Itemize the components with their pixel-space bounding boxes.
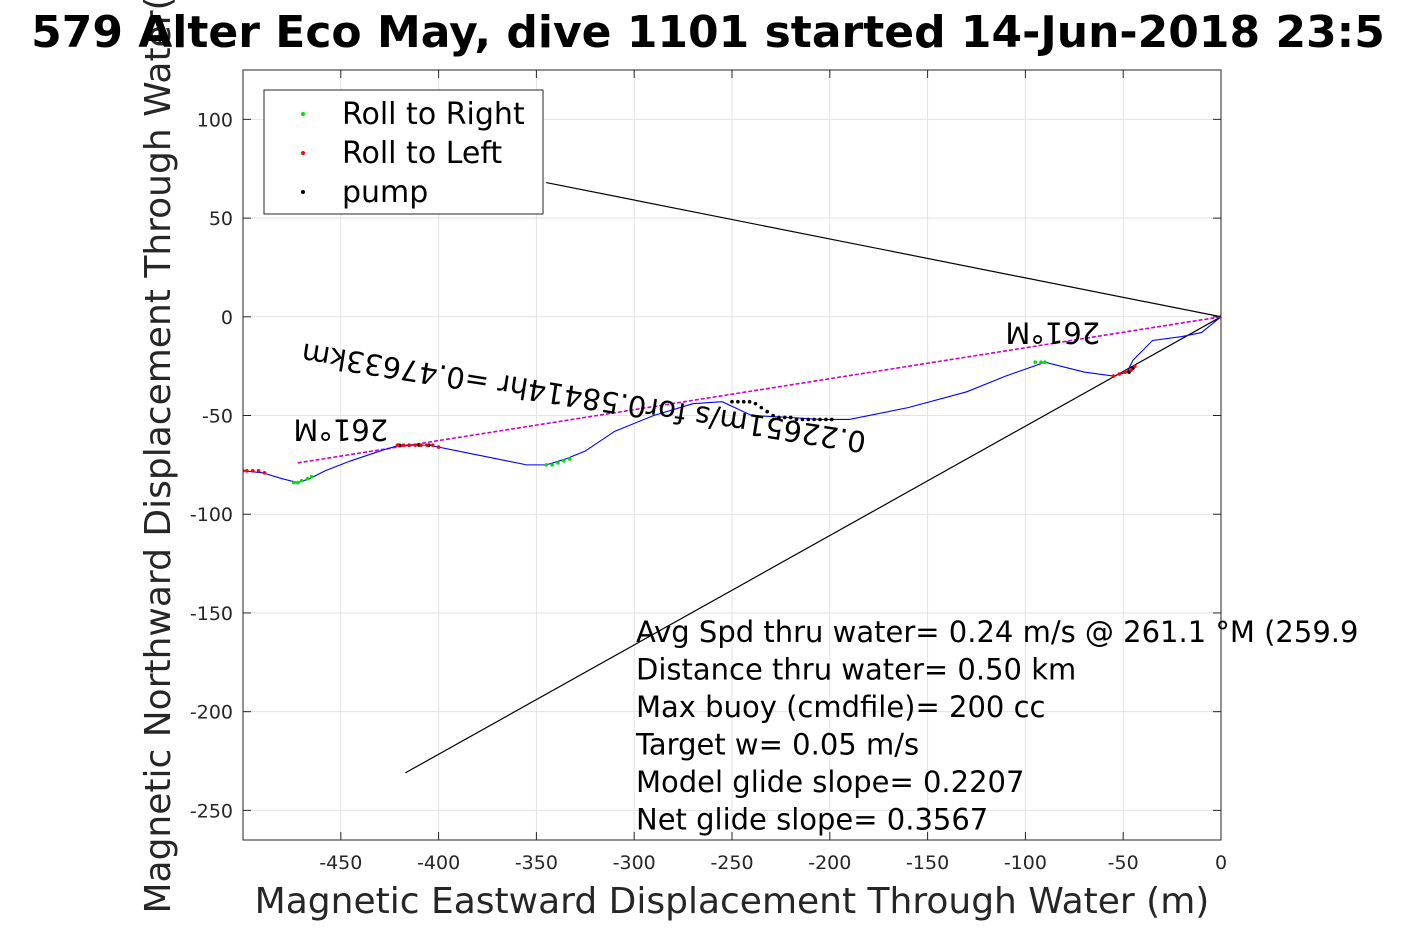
roll-right-point: [544, 463, 548, 467]
pump-point: [806, 417, 811, 422]
roll-left-point: [395, 443, 400, 447]
y-tick-label: 0: [221, 307, 233, 329]
pump-point: [818, 417, 822, 422]
bounds-lines: [405, 181, 1221, 774]
pump-point: [777, 415, 781, 420]
y-tick-label: -250: [190, 800, 233, 822]
legend-marker: [301, 112, 305, 116]
y-tick-label: -150: [190, 603, 233, 625]
legend-label: Roll to Right: [342, 97, 525, 132]
pump-point: [794, 417, 799, 422]
x-tick-label: -150: [906, 852, 949, 874]
pump-point: [771, 413, 775, 418]
roll-right-point: [309, 474, 314, 479]
rotated-annotation: 261°M: [1005, 316, 1100, 350]
roll-right-point: [556, 461, 560, 465]
roll-left-point: [245, 468, 249, 473]
roll-right-point: [1043, 360, 1047, 365]
x-tick-label: -300: [613, 852, 656, 874]
roll-left-point: [407, 443, 412, 447]
legend-label: pump: [342, 175, 428, 210]
roll-left-point: [419, 443, 423, 447]
roll-right-point: [299, 478, 304, 483]
legend-marker: [301, 190, 305, 194]
pump-point: [765, 409, 770, 414]
y-tick-label: -100: [190, 504, 233, 526]
x-tick-label: -400: [417, 852, 460, 874]
info-line: Avg Spd thru water= 0.24 m/s @ 261.1 °M …: [636, 615, 1358, 649]
x-tick-label: -100: [1004, 852, 1047, 874]
roll-left-point: [413, 443, 417, 447]
pump-point: [759, 405, 764, 410]
legend-box: [263, 89, 544, 215]
bound-line: [405, 316, 1221, 774]
x-axis-label: Magnetic Eastward Displacement Through W…: [255, 881, 1210, 922]
info-line: Distance thru water= 0.50 km: [636, 653, 1076, 687]
roll-right-point: [567, 457, 572, 461]
roll-right-point: [550, 463, 554, 467]
chart-title: 579 Alter Eco May, dive 1101 started 14-…: [31, 7, 1385, 58]
legend-marker: [301, 151, 305, 155]
roll-left-point: [262, 470, 267, 475]
y-tick-label: 100: [197, 109, 233, 131]
track-line: [243, 316, 1221, 484]
x-tick-label: -450: [319, 852, 362, 874]
x-tick-label: -350: [515, 852, 558, 874]
roll-left-point: [1129, 368, 1133, 372]
roll-right-point: [292, 480, 296, 485]
roll-right-point: [1039, 360, 1043, 365]
pump-point: [730, 399, 734, 404]
bound-line: [546, 181, 1221, 318]
legend: Roll to Right Roll to Left pump: [263, 89, 544, 215]
roll-right-point: [305, 476, 310, 481]
roll-left-point: [256, 468, 261, 473]
pump-point: [829, 417, 834, 422]
pump-point: [753, 401, 758, 406]
info-line: Target w= 0.05 m/s: [635, 728, 919, 762]
x-tick-label: -250: [710, 852, 753, 874]
roll-left-point: [401, 443, 406, 447]
pump-point: [736, 399, 740, 404]
pump-point: [747, 399, 752, 404]
markers: [243, 314, 1221, 485]
pump-point: [800, 417, 805, 422]
legend-label: Roll to Left: [342, 136, 502, 171]
roll-right-point: [1033, 360, 1037, 365]
track-series-line: [243, 316, 1221, 484]
x-tick-label: -50: [1108, 852, 1139, 874]
roll-left-point: [1117, 372, 1122, 376]
info-line: Max buoy (cmdfile)= 200 cc: [636, 690, 1045, 724]
info-line: Model glide slope= 0.2207: [636, 765, 1024, 799]
roll-right-point: [561, 459, 566, 463]
x-tick-label: 0: [1215, 852, 1227, 874]
y-axis-label: Magnetic Northward Displacement Through …: [138, 0, 179, 914]
pump-point: [788, 415, 793, 420]
rotated-annotation: 261°M: [293, 412, 388, 446]
roll-left-point: [430, 443, 435, 447]
roll-left-point: [250, 468, 255, 473]
roll-left-point: [1133, 364, 1137, 368]
y-tick-label: -200: [190, 702, 233, 724]
roll-left-point: [436, 445, 441, 449]
info-line: Net glide slope= 0.3567: [636, 803, 988, 837]
y-tick-label: 50: [209, 208, 233, 230]
pump-point: [783, 415, 787, 420]
y-tick-label: -50: [202, 406, 233, 428]
info-text-block: Avg Spd thru water= 0.24 m/s @ 261.1 °M …: [635, 615, 1358, 837]
roll-left-point: [1123, 370, 1127, 374]
roll-left-point: [1111, 374, 1116, 378]
roll-left-point: [425, 443, 429, 447]
roll-right-point: [295, 480, 300, 485]
pump-point: [824, 417, 828, 422]
pump-point: [812, 417, 816, 422]
pump-point: [741, 399, 746, 404]
x-tick-label: -200: [808, 852, 851, 874]
axis-ticks: -450 -400 -350 -300 -250 -200 -150 -100 -50 0 100 5…: [190, 70, 1227, 874]
